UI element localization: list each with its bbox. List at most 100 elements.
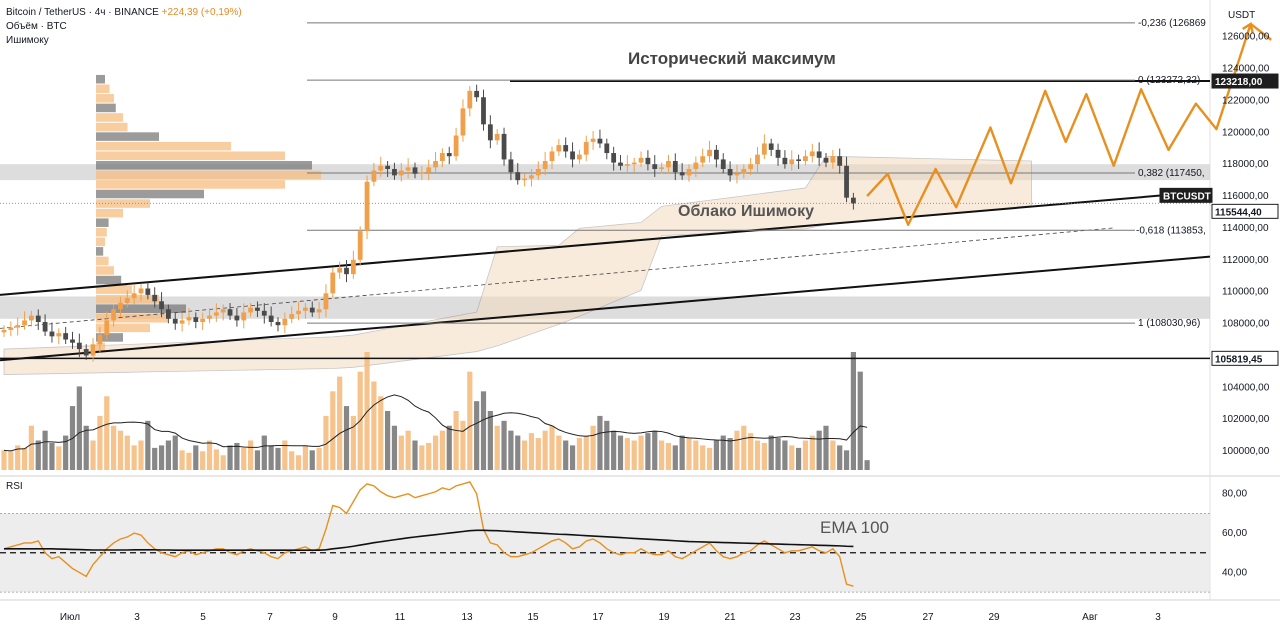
symbol-title[interactable]: Bitcoin / TetherUS · 4ч · BINANCE — [6, 7, 159, 18]
candle-body — [248, 307, 253, 313]
candle-body — [350, 259, 356, 275]
ema-annotation: EMA 100 — [820, 518, 889, 537]
candle-body — [549, 151, 555, 162]
price-tick-label: 104000,00 — [1222, 382, 1270, 393]
candle-body — [268, 315, 274, 322]
volume-bar — [8, 451, 14, 470]
volume-bar — [165, 440, 171, 470]
candle-body — [542, 161, 548, 169]
volume-bar — [597, 415, 603, 470]
candle-body — [604, 143, 610, 154]
rsi-panel-label: RSI — [6, 481, 23, 492]
chart-legend: Bitcoin / TetherUS · 4ч · BINANCE +224,3… — [6, 6, 242, 48]
price-tag — [1211, 73, 1279, 89]
candle-body — [638, 157, 644, 163]
volume-bar — [309, 450, 315, 470]
volume-bar — [385, 411, 391, 470]
fib-label: -0,618 (113853, — [1136, 225, 1206, 236]
volume-bar — [569, 445, 576, 470]
price-tick-label: 100000,00 — [1222, 446, 1270, 457]
candle-body — [501, 133, 507, 160]
candle-body — [590, 138, 596, 142]
candle-body — [364, 181, 370, 232]
price-tick-label: 114000,00 — [1222, 223, 1269, 234]
candle-body — [227, 309, 233, 316]
price-tick-label: 102000,00 — [1222, 414, 1270, 425]
vp-bar — [96, 84, 110, 94]
candle-body — [672, 161, 678, 173]
vp-bar — [96, 122, 128, 132]
vp-bar — [96, 237, 105, 247]
candle-body — [323, 293, 329, 310]
time-tick-label: 21 — [724, 612, 736, 623]
fib-label: 1 (108030,96) — [1138, 318, 1200, 329]
candle-body — [652, 164, 658, 169]
rsi-ema100-line — [4, 529, 854, 551]
ichimoku-indicator-label[interactable]: Ишимоку — [6, 35, 49, 46]
projection-path — [866, 22, 1272, 226]
volume-bar — [706, 447, 713, 470]
candle-body — [494, 133, 500, 141]
volume-bar — [56, 446, 62, 470]
vp-bar — [96, 247, 104, 256]
candle-body — [357, 231, 363, 260]
candle-body — [405, 167, 411, 171]
candle-body — [97, 334, 103, 345]
volume-bar — [213, 449, 219, 470]
candle-body — [851, 197, 856, 204]
volume-bar — [426, 442, 432, 470]
volume-bar — [563, 440, 569, 470]
candle-body — [761, 143, 767, 155]
time-tick-label: 29 — [988, 612, 1000, 623]
candle-body — [309, 307, 315, 313]
volume-bar — [145, 420, 151, 470]
projection-line — [866, 22, 1272, 226]
volume-bar — [802, 440, 809, 470]
volume-bar — [528, 433, 535, 470]
volume-bar — [412, 440, 418, 470]
price-tick-label: 110000,00 — [1222, 287, 1269, 298]
volume-bar — [522, 440, 528, 470]
rsi-tick-label: 60,00 — [1222, 528, 1247, 539]
volume-bar — [21, 447, 28, 470]
volume-bar — [220, 455, 226, 470]
volume-bar — [97, 415, 103, 470]
candle-body — [597, 138, 603, 144]
price-tag-label: BTCUSDT — [1163, 191, 1211, 202]
volume-bar — [343, 406, 350, 470]
price-tick-label: 126000,00 — [1222, 32, 1270, 43]
rsi-line — [3, 481, 854, 587]
candle-body — [344, 267, 349, 275]
candle-body — [371, 170, 377, 182]
candle-body — [385, 165, 390, 169]
candle-body — [487, 124, 493, 141]
candle-body — [707, 149, 712, 157]
time-tick-label: 25 — [855, 612, 867, 623]
volume-bar — [508, 430, 514, 470]
candle-body — [207, 315, 212, 319]
candle-body — [803, 156, 808, 162]
volume-bar — [405, 430, 411, 470]
volume-bar — [474, 401, 480, 470]
price-tag — [1159, 187, 1213, 203]
channel-upper-line — [0, 190, 1211, 296]
time-tick-label: 11 — [395, 612, 406, 623]
volume-bar — [857, 371, 863, 470]
volume-bar — [617, 435, 624, 470]
candle-body — [275, 321, 281, 326]
volume-indicator-label[interactable]: Объём · BTC — [6, 21, 67, 32]
volume-bar — [90, 440, 96, 470]
candle-body — [213, 312, 219, 316]
candle-body — [145, 288, 151, 295]
time-tick-label: Авг — [1082, 612, 1098, 623]
candle-body — [316, 309, 322, 313]
fib-label: 0 (123272,32) — [1138, 75, 1200, 86]
volume-bar — [535, 438, 541, 470]
candle-body — [515, 172, 521, 181]
candle-body — [618, 162, 623, 166]
volume-bar — [28, 425, 34, 470]
volume-bar — [850, 352, 856, 470]
vp-bar — [96, 275, 122, 285]
volume-bar — [460, 420, 466, 470]
